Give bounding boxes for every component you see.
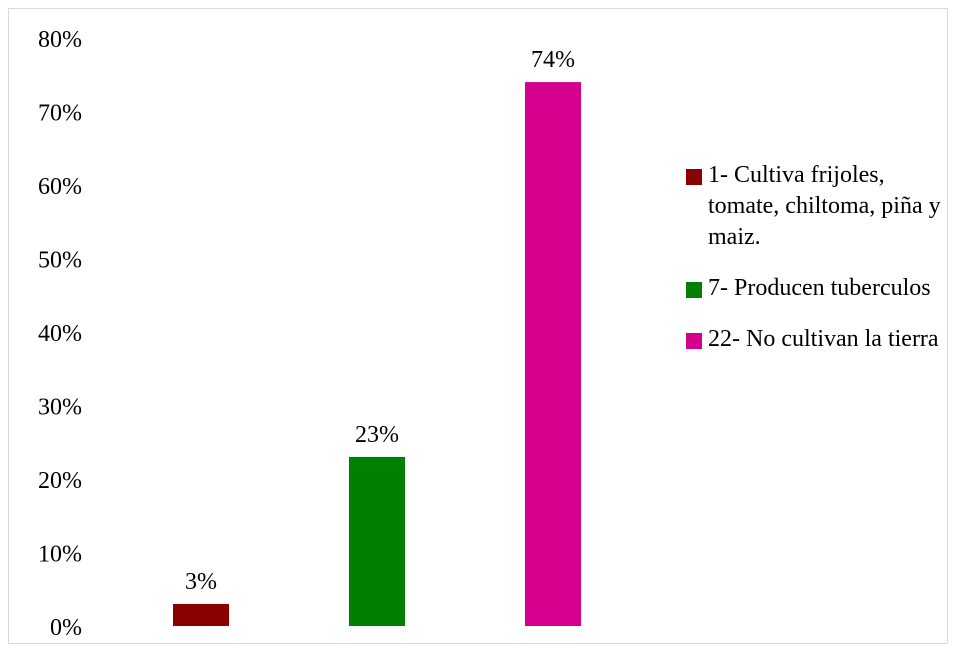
legend: 1- Cultiva frijoles, tomate, chiltoma, p… [686, 160, 948, 375]
y-tick-label: 20% [38, 468, 82, 494]
legend-item: 1- Cultiva frijoles, tomate, chiltoma, p… [686, 160, 948, 253]
data-labels: 3% 23% 74% [185, 47, 575, 595]
bars [173, 82, 581, 627]
y-tick-label: 80% [38, 27, 82, 53]
y-axis-ticks: 0% 10% 20% 30% 40% 50% 60% 70% 80% [38, 27, 82, 641]
y-tick-label: 60% [38, 174, 82, 200]
y-tick-label: 40% [38, 321, 82, 347]
y-tick-label: 70% [38, 101, 82, 127]
legend-label: 7- Producen tuberculos [708, 275, 931, 301]
y-tick-label: 10% [38, 542, 82, 568]
legend-label: 22- No cultivan la tierra [708, 326, 939, 352]
data-label: 23% [355, 422, 399, 448]
legend-label: 1- Cultiva frijoles, tomate, chiltoma, p… [708, 162, 941, 250]
bar [525, 82, 581, 627]
legend-swatch [686, 333, 702, 349]
chart-frame [8, 8, 948, 644]
legend-swatch [686, 169, 702, 185]
data-label: 74% [531, 47, 575, 73]
y-tick-label: 30% [38, 395, 82, 421]
legend-swatch [686, 282, 702, 298]
y-tick-label: 50% [38, 248, 82, 274]
y-tick-label: 0% [50, 615, 82, 641]
bar [173, 603, 229, 626]
legend-item: 22- No cultivan la tierra [686, 324, 948, 355]
bar [349, 456, 405, 626]
legend-item: 7- Producen tuberculos [686, 273, 948, 304]
data-label: 3% [185, 569, 217, 595]
